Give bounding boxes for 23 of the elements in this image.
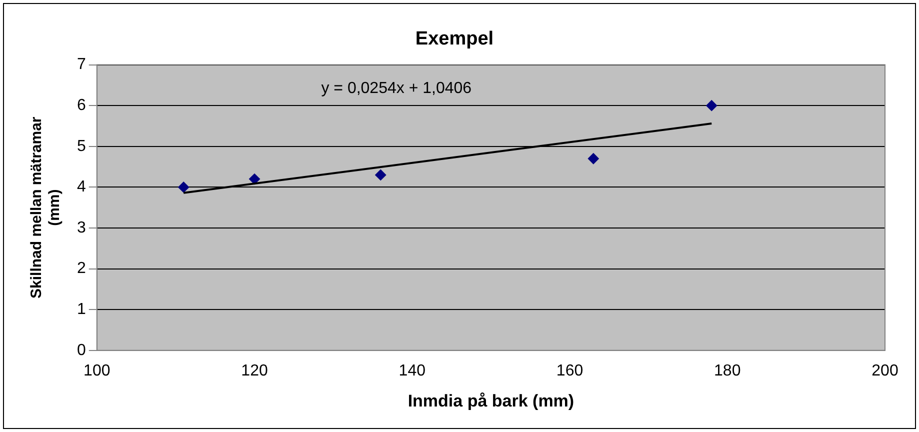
y-axis-title: Skillnad mellan mätramar (mm) xyxy=(28,116,64,298)
x-tick-label: 140 xyxy=(398,362,426,380)
y-tick-label: 5 xyxy=(76,138,86,155)
chart-title: Exempel xyxy=(415,28,494,50)
y-tick-label: 3 xyxy=(76,219,86,236)
y-tick-label: 4 xyxy=(76,178,86,196)
y-tick-label: 0 xyxy=(76,342,86,359)
y-tick-label: 1 xyxy=(76,301,86,318)
x-tick-label: 100 xyxy=(84,362,110,380)
annotation: y = 0,0254x + 1,0406 xyxy=(321,80,472,98)
x-tick-label: 180 xyxy=(714,362,741,380)
point xyxy=(706,100,718,112)
y-tick-label: 2 xyxy=(76,260,86,278)
point xyxy=(588,153,599,164)
point xyxy=(375,169,386,180)
x-tick-label: 120 xyxy=(241,362,268,380)
y-tick-label: 7 xyxy=(76,56,86,74)
point xyxy=(249,174,260,185)
x-axis-title: Inmdia på bark (mm) xyxy=(408,391,574,410)
x-tick-label: 160 xyxy=(556,362,584,380)
y-tick-label: 6 xyxy=(76,97,86,114)
x-tick-label: 200 xyxy=(872,362,898,380)
point xyxy=(178,182,190,193)
